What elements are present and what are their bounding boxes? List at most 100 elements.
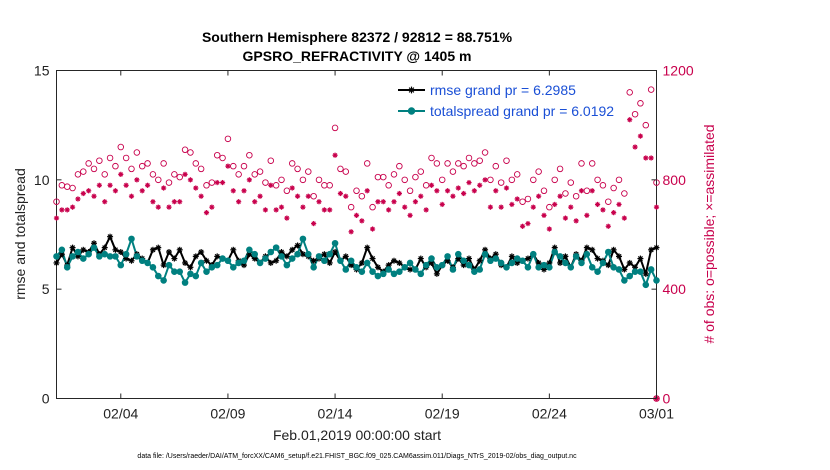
y-axis-label: rmse and totalspread <box>12 168 28 300</box>
obs-assimilated-point <box>444 188 451 194</box>
totalspread-point <box>642 281 650 289</box>
y-right-tick-label: 400 <box>663 281 687 297</box>
obs-possible-point <box>508 176 516 184</box>
obs-assimilated-point <box>616 201 622 208</box>
obs-assimilated-point <box>150 199 156 205</box>
totalspread-point <box>342 266 350 273</box>
totalspread-point <box>240 257 248 265</box>
rmse-point <box>589 246 596 253</box>
obs-possible-point <box>626 89 633 96</box>
x-tick-label: 02/14 <box>318 406 353 422</box>
totalspread-point <box>272 244 280 251</box>
totalspread-point <box>476 266 484 273</box>
obs-possible-point <box>615 176 623 184</box>
totalspread-point <box>326 250 334 258</box>
obs-possible-point <box>197 165 205 173</box>
obs-possible-point <box>417 168 425 175</box>
obs-assimilated-point <box>541 212 547 218</box>
obs-possible-point <box>369 203 376 211</box>
obs-assimilated-point <box>482 177 488 183</box>
obs-assimilated-point <box>337 190 344 197</box>
obs-possible-point <box>155 176 162 184</box>
y-right-tick-label: 800 <box>663 172 687 188</box>
obs-assimilated-point <box>252 199 258 205</box>
obs-assimilated-point <box>353 212 360 218</box>
rmse-point <box>358 259 365 266</box>
obs-assimilated-point <box>278 204 285 210</box>
y-tick-label: 15 <box>34 63 50 79</box>
totalspread-point <box>256 259 264 267</box>
rmse-point <box>326 259 333 266</box>
obs-assimilated-point <box>552 201 558 208</box>
obs-assimilated-point <box>123 182 129 188</box>
obs-possible-point <box>262 179 269 186</box>
totalspread-point <box>524 264 532 271</box>
totalspread-point <box>85 250 92 258</box>
totalspread-point <box>540 261 548 269</box>
rmse-point <box>391 257 397 264</box>
obs-possible-point <box>342 168 350 175</box>
rmse-point <box>653 244 660 251</box>
obs-assimilated-point <box>648 155 654 161</box>
obs-possible-point <box>224 135 232 143</box>
totalspread-point <box>74 248 82 256</box>
obs-possible-point <box>594 176 601 184</box>
totalspread-point <box>588 264 596 271</box>
obs-possible-point <box>481 149 489 156</box>
rmse-point <box>149 246 156 253</box>
obs-possible-point <box>396 162 403 170</box>
obs-possible-point <box>519 198 526 205</box>
obs-assimilated-point <box>268 182 274 188</box>
rmse-point <box>364 244 371 251</box>
obs-assimilated-point <box>637 133 644 139</box>
rmse-point <box>310 257 317 264</box>
obs-assimilated-point <box>230 188 236 194</box>
obs-possible-point <box>122 154 130 162</box>
totalspread-point <box>229 264 237 271</box>
obs-possible-point <box>294 165 301 173</box>
obs-possible-point <box>637 100 644 107</box>
totalspread-point <box>304 250 312 258</box>
obs-assimilated-point <box>418 193 424 199</box>
rmse-point <box>176 246 183 253</box>
obs-possible-point <box>53 198 60 205</box>
totalspread-point <box>621 277 628 284</box>
obs-assimilated-point <box>391 199 397 205</box>
obs-assimilated-point <box>343 193 349 199</box>
obs-possible-point <box>599 182 607 189</box>
rmse-point <box>101 244 108 251</box>
rmse-point <box>626 259 633 266</box>
obs-assimilated-point <box>316 199 322 205</box>
totalspread-point <box>219 255 226 262</box>
obs-assimilated-point <box>611 210 617 216</box>
legend-totalspread-label: totalspread grand pr = 6.0192 <box>430 103 614 119</box>
obs-assimilated-point <box>86 188 92 194</box>
obs-assimilated-point <box>503 185 510 191</box>
rmse-point <box>594 255 601 262</box>
totalspread-point <box>262 255 269 262</box>
obs-assimilated-point <box>327 207 333 213</box>
totalspread-point <box>283 261 291 269</box>
obs-assimilated-point <box>562 215 569 221</box>
obs-possible-point <box>610 184 617 192</box>
obs-possible-point <box>219 154 226 162</box>
totalspread-point <box>406 259 414 267</box>
obs-possible-point <box>149 171 157 178</box>
obs-assimilated-point <box>246 177 252 183</box>
totalspread-point <box>546 264 553 271</box>
obs-assimilated-point <box>118 171 124 177</box>
totalspread-point <box>267 248 275 256</box>
y-tick-label: 5 <box>42 281 50 297</box>
totalspread-point <box>374 272 382 280</box>
obs-possible-point <box>605 198 612 205</box>
obs-possible-point <box>428 154 435 162</box>
totalspread-point <box>165 261 173 269</box>
rmse-point <box>198 248 205 255</box>
obs-assimilated-point <box>407 212 413 218</box>
obs-possible-point <box>213 151 221 159</box>
totalspread-point <box>310 264 317 271</box>
rmse-point <box>583 244 590 251</box>
obs-assimilated-point <box>166 204 172 210</box>
obs-assimilated-point <box>557 193 563 199</box>
obs-assimilated-point <box>578 188 585 194</box>
